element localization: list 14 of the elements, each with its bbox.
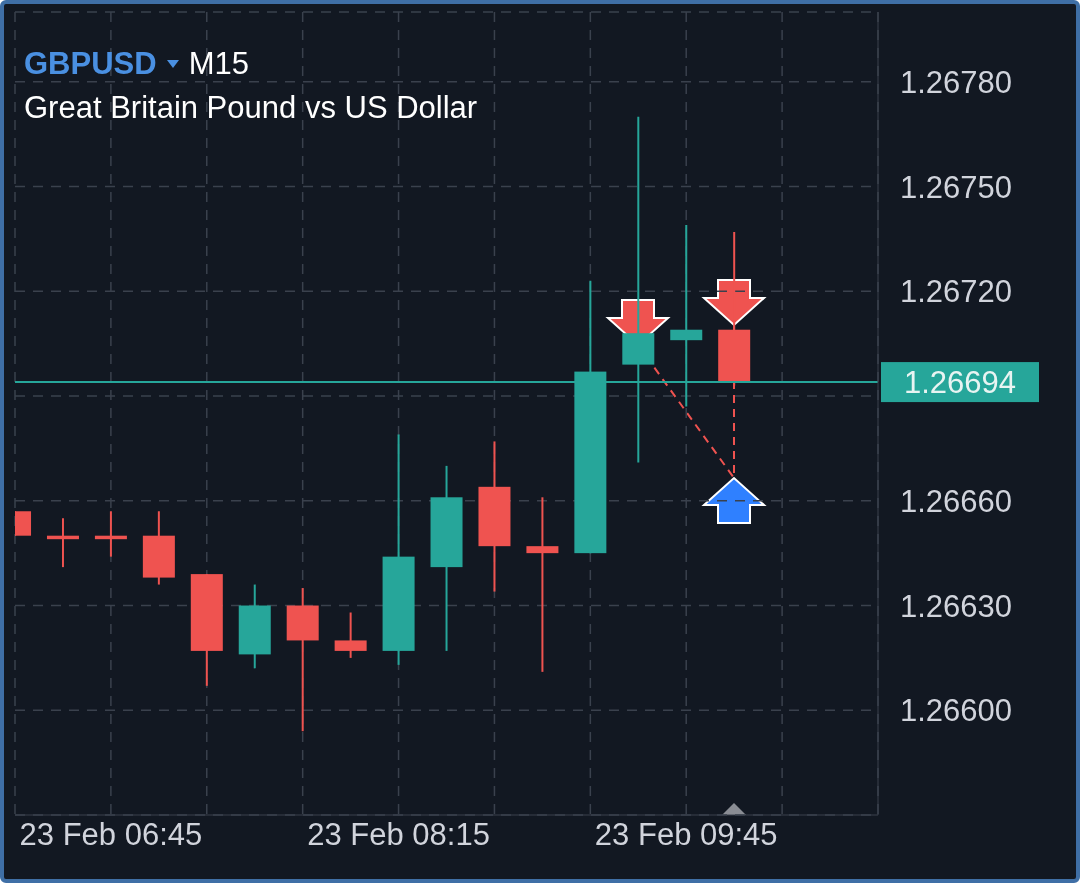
y-tick-label: 1.26780 [899, 64, 1013, 100]
candlestick [526, 496, 559, 673]
y-tick-label: 1.26600 [899, 693, 1013, 729]
text: Great Britain Pound vs US Dollar [24, 89, 478, 127]
y-tick-label: 1.26660 [899, 483, 1013, 519]
y-tick-label: 1.26750 [899, 169, 1013, 205]
y-tick-label: 1.26720 [899, 274, 1013, 310]
x-tick-label: 23 Feb 09:45 [594, 817, 778, 853]
x-tick-label: 23 Feb 06:45 [19, 817, 203, 853]
x-tick-label: 23 Feb 08:15 [307, 817, 490, 853]
annotation: M15 [188, 45, 249, 83]
ref-line-label: 1.26694 [903, 365, 1017, 401]
text: GBPUSD [24, 45, 157, 83]
y-tick-label: 1.26630 [899, 588, 1013, 624]
